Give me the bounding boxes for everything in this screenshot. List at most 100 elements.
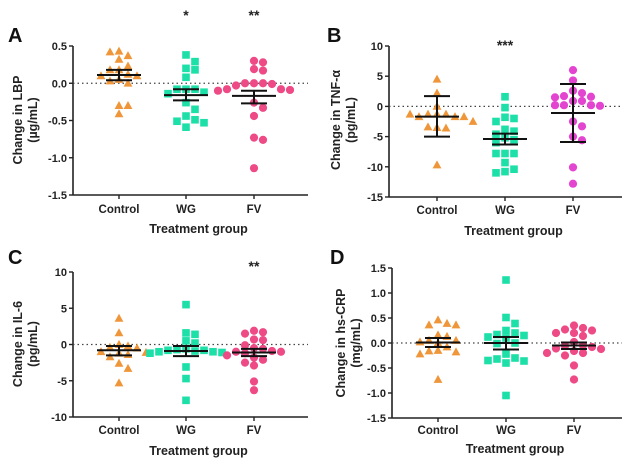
y-tick-label: -0.5 xyxy=(48,116,67,128)
data-point xyxy=(492,169,500,177)
data-point xyxy=(249,64,259,74)
y-axis-title-measure: Change in LBP xyxy=(11,76,25,165)
data-point xyxy=(442,318,452,327)
x-axis-title: Treatment group xyxy=(464,224,563,238)
x-axis-title: Treatment group xyxy=(466,442,565,456)
data-point xyxy=(433,315,443,324)
y-tick-label: 0 xyxy=(377,101,383,113)
data-point xyxy=(240,358,250,367)
x-tick-label: Control xyxy=(99,204,140,216)
data-point xyxy=(123,363,133,372)
x-tick-label: Control xyxy=(417,205,458,217)
series-wg xyxy=(484,276,528,400)
data-point xyxy=(123,51,133,60)
data-point xyxy=(249,361,259,370)
panel-letter: D xyxy=(330,247,344,269)
data-point xyxy=(492,138,500,147)
significance-marker: ** xyxy=(249,7,260,23)
y-tick-label: 5 xyxy=(377,71,383,83)
data-point xyxy=(510,165,518,174)
data-point xyxy=(276,347,286,356)
y-axis-title-unit: (pg/mL) xyxy=(26,321,40,367)
y-axis-title-unit: (pg/mL) xyxy=(344,97,358,143)
significance-marker: ** xyxy=(249,258,260,274)
data-point xyxy=(468,116,478,125)
data-point xyxy=(559,101,569,110)
data-point xyxy=(501,149,509,158)
data-point xyxy=(568,66,578,75)
x-axis-title: Treatment group xyxy=(149,222,248,236)
data-point xyxy=(267,79,277,89)
data-point xyxy=(569,328,579,338)
significance-marker: * xyxy=(183,7,189,23)
y-tick-label: 5 xyxy=(61,303,67,315)
data-point xyxy=(182,123,190,132)
data-point xyxy=(493,330,501,339)
data-point xyxy=(276,85,286,94)
x-tick-label: WG xyxy=(176,425,196,437)
data-point xyxy=(249,79,259,88)
y-axis-title: Change in TNF-α(pg/mL) xyxy=(329,70,358,170)
y-axis-title-measure: Change in TNF-α xyxy=(329,70,343,170)
data-point xyxy=(249,111,259,121)
data-point xyxy=(501,167,509,176)
y-axis-title: Change in hs-CRP(mg/mL) xyxy=(334,288,363,397)
data-point xyxy=(423,122,433,131)
data-point xyxy=(415,349,425,358)
data-point xyxy=(423,109,433,118)
data-point xyxy=(258,66,268,75)
y-axis-title: Change in IL-6(pg/mL) xyxy=(11,301,40,387)
data-point xyxy=(424,346,434,355)
x-tick-label: FV xyxy=(247,204,262,216)
y-tick-label: -10 xyxy=(51,412,67,424)
data-point xyxy=(432,74,442,83)
data-point xyxy=(502,313,510,322)
y-tick-label: -0.5 xyxy=(367,363,386,375)
y-tick-label: -1.5 xyxy=(48,190,67,202)
panel-letter: C xyxy=(8,247,22,269)
series-control xyxy=(96,46,142,118)
data-point xyxy=(501,125,509,134)
data-point xyxy=(249,56,259,65)
data-point xyxy=(213,86,223,95)
data-point xyxy=(114,358,124,367)
data-point xyxy=(502,350,510,358)
data-point xyxy=(222,85,232,94)
data-point xyxy=(502,391,510,400)
data-point xyxy=(249,386,259,395)
data-point xyxy=(492,117,500,126)
data-point xyxy=(182,73,190,82)
data-point xyxy=(164,89,172,98)
data-point xyxy=(258,336,268,345)
data-point xyxy=(249,133,259,142)
data-point xyxy=(542,348,552,358)
data-point xyxy=(258,328,268,337)
data-point xyxy=(182,64,190,73)
data-point xyxy=(502,276,510,284)
data-point xyxy=(182,329,190,337)
data-point xyxy=(182,112,190,120)
data-point xyxy=(123,78,133,87)
data-point xyxy=(587,342,597,352)
data-point xyxy=(240,341,250,350)
data-point xyxy=(502,326,510,335)
data-point xyxy=(222,351,232,360)
y-tick-label: 0 xyxy=(61,340,67,352)
x-tick-label: Control xyxy=(418,425,459,437)
y-axis-title: Change in LBP(µg/mL) xyxy=(11,76,40,165)
data-point xyxy=(258,103,268,112)
data-point xyxy=(578,331,588,341)
data-point xyxy=(182,363,190,371)
data-point xyxy=(484,333,492,341)
x-tick-label: WG xyxy=(176,204,196,216)
data-point xyxy=(249,326,259,335)
data-point xyxy=(191,115,199,124)
data-point xyxy=(146,349,154,357)
data-point xyxy=(114,378,124,387)
data-point xyxy=(569,375,579,384)
y-tick-label: 0.0 xyxy=(52,78,67,90)
data-point xyxy=(501,113,509,122)
data-point xyxy=(200,118,208,127)
y-tick-label: 0.5 xyxy=(371,313,386,325)
